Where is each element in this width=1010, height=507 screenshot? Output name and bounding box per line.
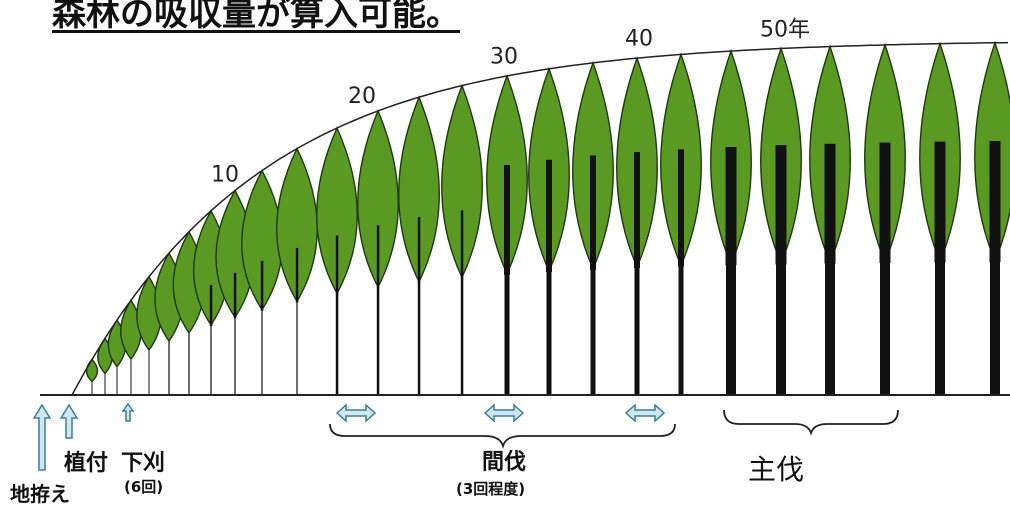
tree-inner-trunk bbox=[377, 225, 380, 288]
thinning-brace bbox=[330, 424, 675, 446]
tree bbox=[442, 86, 483, 395]
tree-inner-trunk bbox=[590, 156, 596, 270]
site-prep-arrow bbox=[34, 405, 50, 470]
tree-trunk bbox=[168, 341, 169, 395]
age-label: 40 bbox=[625, 26, 653, 51]
age-label: 30 bbox=[490, 44, 518, 69]
tree-trunk bbox=[261, 310, 262, 395]
tree bbox=[573, 63, 614, 395]
planting-arrow bbox=[61, 405, 77, 438]
tree bbox=[317, 128, 358, 395]
age-label: 10 bbox=[211, 163, 239, 188]
tree bbox=[661, 54, 702, 395]
final-cut-label: 主伐 bbox=[748, 448, 804, 488]
tree bbox=[920, 44, 961, 395]
tree-trunk bbox=[547, 271, 552, 395]
tree-trunk bbox=[726, 264, 736, 395]
tree-crown bbox=[87, 360, 98, 382]
tree-inner-trunk bbox=[990, 141, 1001, 262]
tree-inner-trunk bbox=[234, 273, 237, 318]
tree-inner-trunk bbox=[634, 152, 640, 268]
tree-trunk bbox=[591, 269, 596, 395]
thinning-note: (3回程度) bbox=[456, 478, 525, 499]
tree-trunk bbox=[149, 350, 150, 395]
tree-inner-trunk bbox=[776, 145, 787, 264]
site-prep-label: 地拵え bbox=[10, 478, 70, 507]
tree-inner-trunk bbox=[504, 165, 510, 275]
tree-trunk bbox=[210, 325, 211, 395]
tree bbox=[617, 58, 658, 395]
tree bbox=[358, 111, 399, 395]
tree-trunk bbox=[296, 301, 297, 395]
age-label: 50年 bbox=[760, 18, 810, 43]
tree-trunk bbox=[990, 261, 1000, 395]
tree-trunk bbox=[336, 294, 339, 396]
age-label: 20 bbox=[348, 84, 376, 109]
weeding-note: (6回) bbox=[124, 476, 163, 497]
tree bbox=[711, 51, 752, 395]
tree-trunk bbox=[234, 317, 235, 395]
tree bbox=[865, 45, 906, 395]
tree-inner-trunk bbox=[935, 142, 946, 263]
tree bbox=[242, 171, 283, 395]
tree-trunk bbox=[776, 263, 786, 395]
tree bbox=[399, 97, 440, 395]
tree-inner-trunk bbox=[261, 261, 264, 311]
tree-trunk bbox=[461, 277, 464, 395]
weeding-label: 下刈 bbox=[121, 445, 165, 477]
tree-trunk bbox=[635, 267, 640, 395]
tree-trunk bbox=[935, 262, 945, 396]
tree-trunk bbox=[131, 359, 132, 395]
tree-inner-trunk bbox=[336, 236, 339, 295]
tree-trunk bbox=[880, 262, 890, 395]
tree-inner-trunk bbox=[880, 143, 891, 263]
tree-trunk bbox=[92, 382, 93, 396]
tree-inner-trunk bbox=[296, 248, 299, 303]
tree bbox=[810, 47, 851, 395]
tree-inner-trunk bbox=[678, 149, 684, 266]
tree-inner-trunk bbox=[461, 210, 464, 278]
thinning-arrow-3 bbox=[626, 405, 664, 421]
tree-inner-trunk bbox=[210, 285, 213, 326]
tree-inner-trunk bbox=[726, 147, 737, 265]
tree-inner-trunk bbox=[546, 160, 552, 272]
tree-trunk bbox=[188, 333, 189, 395]
tree-trunk bbox=[117, 367, 118, 395]
thinning-arrow-2 bbox=[485, 405, 523, 421]
tree-trunk bbox=[377, 287, 380, 395]
tree-inner-trunk bbox=[825, 144, 836, 264]
final-cut-brace bbox=[724, 410, 898, 433]
tree bbox=[487, 76, 528, 395]
tree bbox=[975, 43, 1010, 395]
tree-trunk bbox=[505, 274, 510, 395]
tree-inner-trunk bbox=[418, 217, 421, 283]
tree bbox=[529, 69, 570, 395]
tree bbox=[277, 149, 318, 395]
tree bbox=[761, 49, 802, 396]
tree-trunk bbox=[418, 282, 421, 395]
weeding-arrow bbox=[123, 404, 133, 421]
planting-label: 植付 bbox=[64, 445, 108, 477]
tree-row bbox=[87, 43, 1010, 395]
thinning-arrow-1 bbox=[337, 405, 375, 421]
tree-trunk bbox=[825, 263, 835, 395]
thinning-label: 間伐 bbox=[482, 444, 526, 476]
tree-trunk bbox=[105, 374, 106, 396]
tree-trunk bbox=[679, 266, 684, 395]
